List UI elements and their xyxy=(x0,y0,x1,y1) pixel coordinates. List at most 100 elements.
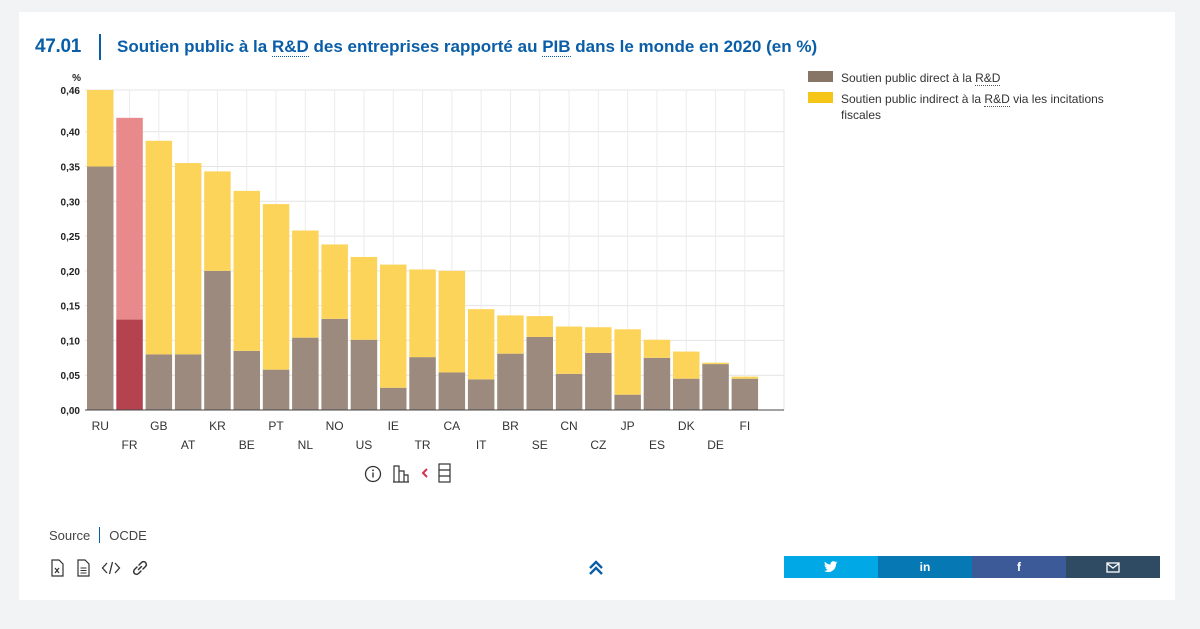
bar-kr-direct[interactable]: KR — Soutien public direct à la R&D : 0.… xyxy=(204,270,231,410)
chart-tools xyxy=(363,462,453,484)
bar-ie-indirect[interactable]: IE — Soutien public indirect à la R&D vi… xyxy=(380,264,407,388)
bar-fi-indirect[interactable]: FI — Soutien public indirect à la R&D vi… xyxy=(731,376,759,379)
bar-at-indirect[interactable]: AT — Soutien public indirect à la R&D vi… xyxy=(174,163,202,355)
bar-de-indirect[interactable]: DE — Soutien public indirect à la R&D vi… xyxy=(702,362,729,365)
document-icon[interactable] xyxy=(75,559,91,577)
bar-it-indirect[interactable]: IT — Soutien public indirect à la R&D vi… xyxy=(467,309,495,380)
bar-us-indirect[interactable]: US — Soutien public indirect à la R&D vi… xyxy=(350,256,378,340)
legend-item-indirect[interactable]: Soutien public indirect à la R&D via les… xyxy=(808,91,1141,123)
bar-at-direct[interactable]: AT — Soutien public direct à la R&D : 0.… xyxy=(174,354,202,410)
title-abbr-rd: R&D xyxy=(271,37,309,57)
facebook-share-button[interactable]: f xyxy=(972,556,1066,578)
bar-pt-direct[interactable]: PT — Soutien public direct à la R&D : 0.… xyxy=(262,369,290,410)
bar-ca-direct[interactable]: CA — Soutien public direct à la R&D : 0.… xyxy=(438,372,466,410)
linkedin-share-button[interactable]: in xyxy=(878,556,972,578)
bar-be-indirect[interactable]: BE — Soutien public indirect à la R&D vi… xyxy=(233,190,261,351)
bar-dk-direct[interactable]: DK — Soutien public direct à la R&D : 0.… xyxy=(673,378,700,410)
bar-kr-indirect[interactable]: KR — Soutien public indirect à la R&D vi… xyxy=(204,171,231,271)
legend-item-direct[interactable]: Soutien public direct à la R&D xyxy=(808,70,1141,86)
bar-se-indirect[interactable]: SE — Soutien public indirect à la R&D vi… xyxy=(526,316,554,337)
bar-ie-direct[interactable]: IE — Soutien public direct à la R&D : 0.… xyxy=(380,387,407,410)
table-icon[interactable] xyxy=(437,462,453,484)
chevron-left-icon[interactable] xyxy=(421,467,429,479)
bar-gb-direct[interactable]: GB — Soutien public direct à la R&D : 0.… xyxy=(145,354,173,410)
bar-pt-indirect[interactable]: PT — Soutien public indirect à la R&D vi… xyxy=(262,204,290,370)
x-tick-label: ES xyxy=(649,438,665,452)
bar-it-direct[interactable]: IT — Soutien public direct à la R&D : 0.… xyxy=(467,379,495,410)
legend-swatch-direct xyxy=(808,71,833,82)
bar-tr-direct[interactable]: TR — Soutien public direct à la R&D : 0.… xyxy=(409,357,436,410)
x-tick-label: DE xyxy=(707,438,724,452)
bar-cz-direct[interactable]: CZ — Soutien public direct à la R&D : 0.… xyxy=(585,352,612,410)
x-tick-label: TR xyxy=(415,438,431,452)
email-share-button[interactable] xyxy=(1066,556,1160,578)
bar-de-direct[interactable]: DE — Soutien public direct à la R&D : 0.… xyxy=(702,364,729,410)
header-separator xyxy=(99,34,102,60)
bar-es-direct[interactable]: ES — Soutien public direct à la R&D : 0.… xyxy=(643,357,671,410)
y-tick-label: 0,10 xyxy=(61,336,81,347)
bar-nl-direct[interactable]: NL — Soutien public direct à la R&D : 0.… xyxy=(292,337,319,410)
download-tools xyxy=(49,559,149,577)
figure-header: 47.01 Soutien public à la R&D des entrep… xyxy=(35,34,817,60)
scroll-top-button[interactable] xyxy=(587,559,605,582)
linkedin-icon: in xyxy=(919,560,931,574)
bar-fr-direct[interactable]: FR — Soutien public direct à la R&D : 0.… xyxy=(116,319,143,410)
x-tick-label: IE xyxy=(388,419,399,433)
bar-no-direct[interactable]: NO — Soutien public direct à la R&D : 0.… xyxy=(321,318,348,410)
figure-number: 47.01 xyxy=(35,36,82,57)
x-tick-label: KR xyxy=(209,419,226,433)
legend-label-direct: Soutien public direct à la R&D xyxy=(841,71,1001,86)
bar-be-direct[interactable]: BE — Soutien public direct à la R&D : 0.… xyxy=(233,350,261,410)
y-tick-label: 0,35 xyxy=(61,163,81,174)
bar-jp-indirect[interactable]: JP — Soutien public indirect à la R&D vi… xyxy=(614,329,641,395)
x-tick-label: PT xyxy=(268,419,284,433)
bar-fr-indirect[interactable]: FR — Soutien public indirect à la R&D vi… xyxy=(116,117,143,320)
x-tick-label: SE xyxy=(532,438,548,452)
x-tick-label: IT xyxy=(476,438,487,452)
x-tick-label: CN xyxy=(560,419,577,433)
code-icon[interactable] xyxy=(101,559,121,577)
y-tick-label: 0,20 xyxy=(61,267,81,278)
chart-bars: RU — Soutien public direct à la R&D : 0.… xyxy=(87,90,759,410)
bar-se-direct[interactable]: SE — Soutien public direct à la R&D : 0.… xyxy=(526,336,554,410)
bar-chart-icon[interactable] xyxy=(391,462,413,484)
y-tick-label: 0,30 xyxy=(61,197,81,208)
y-tick-label: 0,25 xyxy=(61,232,81,243)
twitter-icon xyxy=(824,561,838,573)
bar-br-direct[interactable]: BR — Soutien public direct à la R&D : 0.… xyxy=(497,353,524,410)
bar-ru-direct[interactable]: RU — Soutien public direct à la R&D : 0.… xyxy=(87,166,114,410)
legend-swatch-indirect xyxy=(808,92,833,103)
bar-jp-direct[interactable]: JP — Soutien public direct à la R&D : 0.… xyxy=(614,394,641,410)
bar-cz-indirect[interactable]: CZ — Soutien public indirect à la R&D vi… xyxy=(585,327,612,353)
title-part: des entreprises rapporté au xyxy=(308,37,543,56)
x-tick-label: AT xyxy=(181,438,196,452)
bar-cn-direct[interactable]: CN — Soutien public direct à la R&D : 0.… xyxy=(555,373,583,410)
figure-card: 47.01 Soutien public à la R&D des entrep… xyxy=(19,12,1175,600)
bar-dk-indirect[interactable]: DK — Soutien public indirect à la R&D vi… xyxy=(673,351,700,379)
link-icon[interactable] xyxy=(131,559,149,577)
bar-gb-indirect[interactable]: GB — Soutien public indirect à la R&D vi… xyxy=(145,140,173,355)
bar-tr-indirect[interactable]: TR — Soutien public indirect à la R&D vi… xyxy=(409,269,436,358)
bar-br-indirect[interactable]: BR — Soutien public indirect à la R&D vi… xyxy=(497,315,524,354)
bar-us-direct[interactable]: US — Soutien public direct à la R&D : 0.… xyxy=(350,339,378,410)
x-tick-label: CZ xyxy=(590,438,606,452)
x-tick-label: NO xyxy=(326,419,344,433)
bar-cn-indirect[interactable]: CN — Soutien public indirect à la R&D vi… xyxy=(555,326,583,374)
email-icon xyxy=(1106,561,1120,573)
bar-nl-indirect[interactable]: NL — Soutien public indirect à la R&D vi… xyxy=(292,230,319,338)
y-unit-label: % xyxy=(72,73,81,84)
y-tick-label: 0,05 xyxy=(61,371,81,382)
bar-es-indirect[interactable]: ES — Soutien public indirect à la R&D vi… xyxy=(643,339,671,358)
chart-legend: Soutien public direct à la R&D Soutien p… xyxy=(808,70,1141,128)
excel-icon[interactable] xyxy=(49,559,65,577)
bar-fi-direct[interactable]: FI — Soutien public direct à la R&D : 0.… xyxy=(731,378,759,410)
x-tick-label: JP xyxy=(621,419,635,433)
x-tick-label: NL xyxy=(298,438,314,452)
bar-ru-indirect[interactable]: RU — Soutien public indirect à la R&D vi… xyxy=(87,90,114,167)
stacked-bar-chart: RU — Soutien public direct à la R&D : 0.… xyxy=(61,73,785,452)
title-abbr-pib: PIB xyxy=(542,37,571,57)
bar-no-indirect[interactable]: NO — Soutien public indirect à la R&D vi… xyxy=(321,244,348,319)
info-icon[interactable] xyxy=(363,463,383,483)
bar-ca-indirect[interactable]: CA — Soutien public indirect à la R&D vi… xyxy=(438,270,466,373)
twitter-share-button[interactable] xyxy=(784,556,878,578)
